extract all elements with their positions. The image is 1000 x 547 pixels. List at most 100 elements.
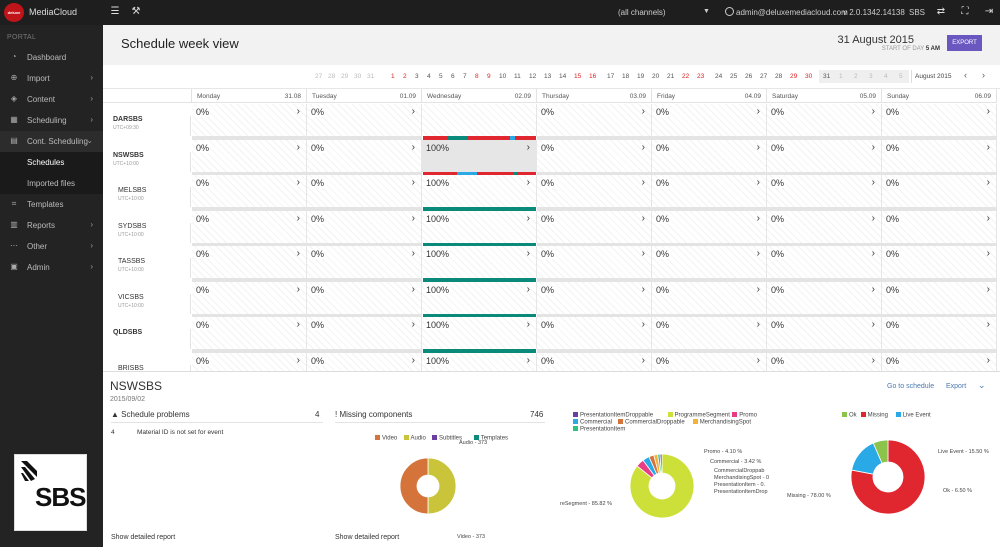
go-to-schedule-link[interactable]: Go to schedule xyxy=(887,383,935,390)
logout-icon[interactable]: ⇥ xyxy=(984,6,994,17)
schedule-cell[interactable]: 0% › xyxy=(307,352,422,371)
chevron-right-icon[interactable]: › xyxy=(411,248,415,259)
chevron-right-icon[interactable]: › xyxy=(296,106,300,117)
strip-day[interactable]: 29 xyxy=(341,73,349,80)
schedule-cell[interactable]: 0% › xyxy=(652,104,767,136)
schedule-cell[interactable]: 0% › xyxy=(537,139,652,172)
sidebar-item-other[interactable]: ⋯ Other › xyxy=(10,241,93,251)
legend-item[interactable]: MerchandisingSpot xyxy=(692,419,751,426)
schedule-cell[interactable]: 0% › xyxy=(882,352,997,371)
strip-day[interactable]: 4 xyxy=(884,73,888,80)
deluxe-logo[interactable]: deluxe xyxy=(4,3,24,22)
strip-day[interactable]: 3 xyxy=(415,73,419,80)
channel-tassbs[interactable]: TASSBS UTC+10:00 xyxy=(103,258,191,278)
strip-day[interactable]: 5 xyxy=(899,73,903,80)
schedule-cell[interactable]: 0% › xyxy=(537,317,652,349)
sidebar-item-templates[interactable]: ⌗ Templates xyxy=(0,194,103,215)
pie-slice-ok[interactable] xyxy=(872,439,889,464)
schedule-cell[interactable]: 0% › xyxy=(192,139,307,172)
chevron-right-icon[interactable]: › xyxy=(986,141,990,153)
strip-day[interactable]: 5 xyxy=(439,73,443,80)
schedule-cell[interactable]: 0% › xyxy=(307,281,422,314)
prev-month-icon[interactable]: ‹ xyxy=(964,70,967,80)
fullscreen-icon[interactable]: ⛶ xyxy=(961,6,969,17)
schedule-cell[interactable]: 0% › xyxy=(767,281,882,314)
legend-item[interactable]: CommercialDroppable xyxy=(618,419,685,426)
schedule-cell[interactable]: 0% › xyxy=(192,210,307,243)
schedule-cell[interactable]: 0% › xyxy=(537,281,652,314)
chevron-right-icon[interactable]: › xyxy=(641,248,645,259)
chevron-right-icon[interactable]: › xyxy=(411,319,415,330)
strip-day[interactable]: 13 xyxy=(544,73,552,80)
schedule-cell[interactable]: 0% › xyxy=(652,246,767,278)
chevron-right-icon[interactable]: › xyxy=(986,248,990,259)
magic-wand-icon[interactable]: ⚒ xyxy=(131,6,141,17)
schedule-cell[interactable]: 0% › xyxy=(652,281,767,314)
detail-export-link[interactable]: Export xyxy=(946,383,967,390)
legend-item[interactable]: PresentationItemDroppable xyxy=(573,412,653,419)
channel-vicsbs[interactable]: VICSBS UTC+10:00 xyxy=(103,293,191,314)
swap-icon[interactable]: ⇄ xyxy=(936,6,946,17)
sidebar-item-scheduling[interactable]: ▦ Scheduling › xyxy=(10,115,93,125)
chevron-right-icon[interactable]: › xyxy=(871,319,875,330)
chevron-right-icon[interactable]: › xyxy=(986,354,990,366)
strip-day[interactable]: 29 xyxy=(790,73,798,80)
day-progress-bar[interactable] xyxy=(423,349,536,354)
legend-item[interactable]: Audio xyxy=(403,435,426,442)
schedule-cell[interactable]: 0% › xyxy=(652,210,767,243)
day-progress-bar[interactable] xyxy=(423,171,536,177)
legend-item[interactable]: Subtitles xyxy=(432,435,462,442)
chevron-right-icon[interactable]: › xyxy=(641,177,645,188)
pie-slice-missing[interactable] xyxy=(850,439,926,515)
strip-day[interactable]: 12 xyxy=(529,73,537,80)
hamburger-menu-icon[interactable]: ☰ xyxy=(110,6,120,17)
sidebar-item-reports[interactable]: ▥ Reports › xyxy=(10,220,93,230)
strip-day[interactable]: 19 xyxy=(637,73,645,80)
strip-day[interactable]: 28 xyxy=(328,73,336,80)
chevron-right-icon[interactable]: › xyxy=(296,354,300,366)
chevron-right-icon[interactable]: › xyxy=(411,354,415,366)
schedule-cell[interactable]: 100% › xyxy=(422,139,537,172)
chevron-right-icon[interactable]: › xyxy=(986,106,990,117)
strip-day[interactable]: 1 xyxy=(391,73,395,80)
schedule-cell[interactable]: 0% › xyxy=(192,104,307,136)
strip-day[interactable]: 30 xyxy=(354,73,362,80)
legend-item[interactable]: Live Event xyxy=(895,412,931,419)
strip-day[interactable]: 1 xyxy=(839,73,843,80)
schedule-cell[interactable]: 0% › xyxy=(652,317,767,349)
schedule-cell[interactable]: 0% › xyxy=(767,246,882,278)
show-detailed-report-link[interactable]: Show detailed report xyxy=(111,534,176,541)
schedule-cell[interactable]: 0% › xyxy=(882,246,997,278)
chevron-right-icon[interactable]: › xyxy=(756,354,760,366)
schedule-cell[interactable]: 0% › xyxy=(767,104,882,136)
schedule-cell[interactable]: 0% › xyxy=(192,281,307,314)
legend-item[interactable]: Templates xyxy=(473,435,508,442)
schedule-cell[interactable]: 100% › xyxy=(422,210,537,243)
chevron-right-icon[interactable]: › xyxy=(411,177,415,188)
sidebar-item-admin[interactable]: ▣ Admin › xyxy=(10,262,93,272)
sidebar-item-import[interactable]: ⊕ Import › xyxy=(10,73,93,83)
schedule-cell[interactable]: 0% › xyxy=(537,352,652,371)
chevron-right-icon[interactable]: › xyxy=(296,141,300,153)
next-month-icon[interactable]: › xyxy=(982,70,985,80)
schedule-cell[interactable]: 0% › xyxy=(537,210,652,243)
schedule-cell[interactable]: 100% › xyxy=(422,317,537,349)
strip-day[interactable]: 2 xyxy=(854,73,858,80)
strip-day[interactable]: 27 xyxy=(760,73,768,80)
strip-day[interactable]: 21 xyxy=(667,73,675,80)
chevron-right-icon[interactable]: › xyxy=(526,248,530,259)
strip-day[interactable]: 23 xyxy=(697,73,705,80)
schedule-cell[interactable]: 0% › xyxy=(882,317,997,349)
strip-day[interactable]: 15 xyxy=(574,73,582,80)
chevron-right-icon[interactable]: › xyxy=(526,283,530,295)
day-progress-bar[interactable] xyxy=(423,242,536,248)
chevron-right-icon[interactable]: › xyxy=(756,248,760,259)
schedule-cell[interactable]: 0% › xyxy=(307,175,422,207)
schedule-cell[interactable]: 100% › xyxy=(422,281,537,314)
problem-text[interactable]: Material ID is not set for event xyxy=(137,429,224,436)
schedule-cell[interactable]: 0% › xyxy=(307,104,422,136)
chevron-right-icon[interactable]: › xyxy=(871,248,875,259)
legend-item[interactable]: ProgrammeSegment xyxy=(667,412,730,419)
channel-qldsbs[interactable]: QLDSBS xyxy=(103,329,191,349)
strip-day[interactable]: 7 xyxy=(463,73,467,80)
